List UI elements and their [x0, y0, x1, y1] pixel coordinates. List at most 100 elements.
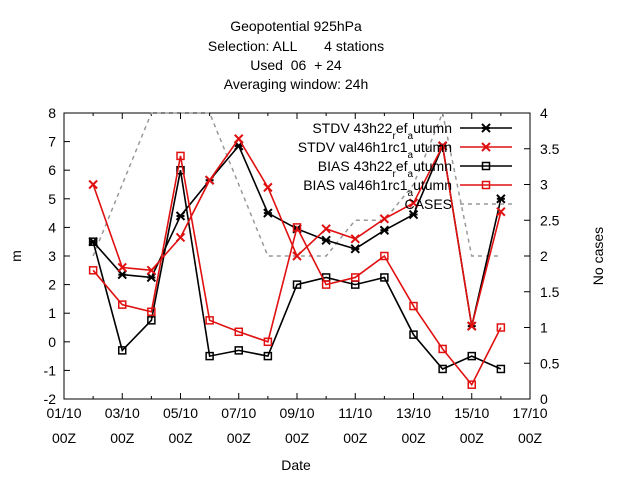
- x-tick-label: 09/10: [279, 405, 314, 421]
- data-point: [88, 237, 98, 246]
- y-tick-label: 6: [48, 162, 56, 178]
- data-point: [176, 165, 185, 175]
- data-point: [263, 351, 273, 361]
- data-point: [438, 364, 447, 374]
- y-tick-label: 4: [48, 219, 56, 235]
- legend-label-part: BIAS val46h1rc1: [303, 177, 407, 193]
- x-tick-label: 03/10: [105, 405, 140, 421]
- y-tick-label: 3: [48, 248, 56, 264]
- x-tick-label-time: 00Z: [518, 430, 543, 446]
- data-point: [408, 209, 419, 220]
- data-point: [467, 380, 476, 389]
- y2-tick-label: 1: [540, 320, 548, 336]
- x-tick-label-time: 00Z: [460, 430, 485, 446]
- legend-label: BIAS 43h22refautumn: [318, 158, 452, 180]
- y2-tick-label: 3: [540, 177, 548, 193]
- legend-label-part: a: [408, 150, 414, 161]
- legend-label-part: STDV 43h22: [312, 120, 392, 136]
- data-point: [408, 198, 419, 208]
- x-tick-label: 01/10: [46, 405, 81, 421]
- data-point: [409, 301, 418, 311]
- x-tick-label-time: 00Z: [401, 430, 426, 446]
- x-tick-label-time: 00Z: [110, 430, 135, 446]
- data-point: [263, 208, 273, 218]
- legend-label-part: a: [408, 131, 414, 142]
- data-point: [234, 134, 244, 144]
- y-tick-label: 5: [48, 191, 56, 207]
- data-point: [379, 214, 390, 224]
- y-tick-label: 1: [48, 305, 56, 321]
- data-point: [88, 266, 98, 275]
- data-point: [438, 344, 447, 354]
- data-point: [263, 337, 273, 347]
- legend-label-part: BIAS 43h22: [318, 158, 393, 174]
- y2-tick-label: 2.5: [540, 212, 560, 228]
- data-point: [481, 123, 491, 133]
- series-line: [92, 155, 502, 387]
- y2-tick-label: 3.5: [540, 141, 560, 157]
- data-point: [292, 251, 302, 261]
- data-point: [234, 346, 243, 355]
- y-tick-label: -2: [44, 391, 57, 407]
- x-axis-label: Date: [281, 457, 311, 473]
- data-point: [321, 235, 331, 245]
- data-point: [467, 351, 476, 361]
- data-point: [146, 265, 157, 276]
- legend-label-part: utumn: [413, 120, 452, 136]
- title-line-3: Used 06 + 24: [250, 57, 342, 73]
- data-point: [147, 307, 156, 317]
- data-point: [263, 182, 273, 193]
- legend-label-part: utumn: [413, 177, 452, 193]
- y-tick-label: 0: [48, 334, 56, 350]
- data-point: [118, 300, 127, 309]
- data-point: [321, 280, 331, 289]
- data-point: [292, 280, 302, 289]
- x-tick-label-time: 00Z: [52, 430, 77, 446]
- data-point: [176, 151, 185, 161]
- data-point: [118, 346, 127, 355]
- data-point: [481, 180, 491, 190]
- data-point: [380, 273, 389, 282]
- data-point: [147, 316, 156, 325]
- y2-tick-label: 1.5: [540, 284, 560, 300]
- data-point: [175, 211, 186, 221]
- data-point: [117, 269, 127, 280]
- legend-label-part: utumn: [413, 158, 452, 174]
- y-tick-label: -1: [44, 362, 57, 378]
- data-point: [204, 175, 215, 185]
- series-line: [92, 110, 501, 257]
- legend-label-part: utumn: [413, 139, 452, 155]
- data-point: [481, 161, 491, 171]
- legend-label: CASES: [405, 196, 452, 212]
- legend-label-part: a: [408, 188, 414, 199]
- legend-label-part: ef: [396, 158, 408, 174]
- x-tick-label: 07/10: [221, 405, 256, 421]
- data-point: [437, 141, 448, 151]
- data-point: [117, 262, 127, 273]
- data-point: [88, 179, 98, 190]
- title-line-2: Selection: ALL 4 stations: [208, 38, 384, 54]
- data-point: [146, 272, 157, 283]
- series-3: [88, 151, 506, 389]
- legend-label-part: r: [392, 131, 396, 142]
- data-point: [292, 223, 302, 232]
- x-tick-label: 13/10: [396, 405, 431, 421]
- legend-label: STDV val46h1rc1autumn: [298, 139, 452, 161]
- series-line: [92, 170, 502, 370]
- y2-axis-label: No cases: [590, 227, 606, 285]
- y-tick-label: 8: [48, 105, 56, 121]
- data-point: [175, 232, 186, 243]
- x-tick-label-time: 00Z: [285, 430, 310, 446]
- y2-axis-ticks: 0 0.5 1 1.5 2 2.5 3 3.5 4: [524, 105, 560, 407]
- title-line-1: Geopotential 925hPa: [230, 18, 362, 34]
- chart-title: Geopotential 925hPa Selection: ALL 4 sta…: [208, 18, 384, 92]
- data-point: [496, 206, 506, 217]
- series-layer: [88, 110, 506, 389]
- title-line-4: Averaging window: 24h: [224, 76, 369, 92]
- legend-label-part: a: [408, 169, 414, 180]
- data-point: [380, 251, 389, 261]
- legend-label-part: ef: [396, 120, 408, 136]
- data-point: [496, 194, 506, 204]
